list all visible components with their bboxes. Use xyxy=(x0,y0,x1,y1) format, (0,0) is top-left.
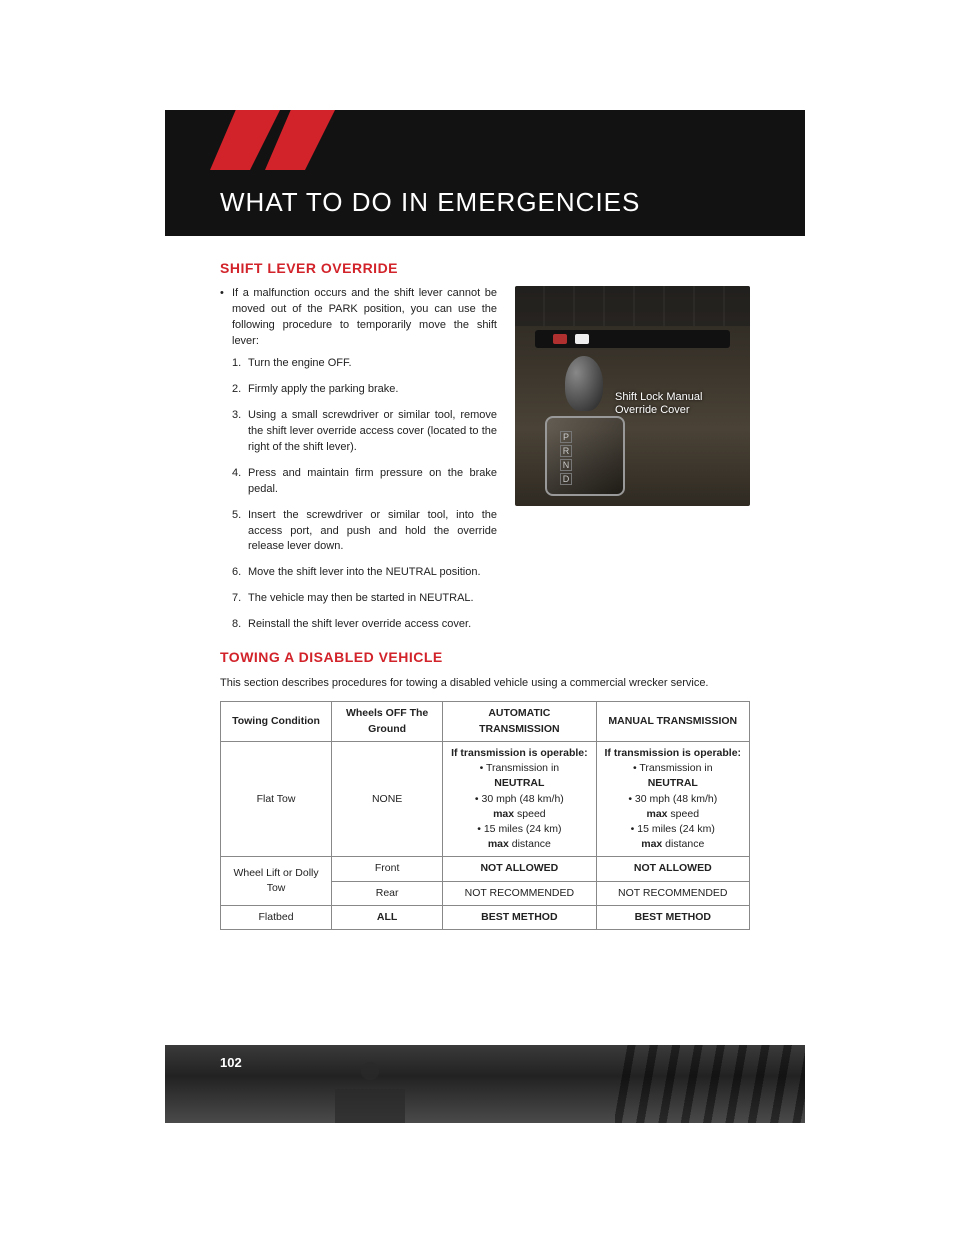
table-row: Flatbed ALL BEST METHOD BEST METHOD xyxy=(221,905,750,929)
op-bold: NEUTRAL xyxy=(648,777,698,789)
gear-letter: P xyxy=(560,431,572,443)
cell-wheels: NONE xyxy=(332,741,443,857)
photo-caption-line: Override Cover xyxy=(615,404,690,416)
photo-vents xyxy=(515,286,750,326)
shift-intro-list: If a malfunction occurs and the shift le… xyxy=(220,286,497,350)
section-heading-shift: SHIFT LEVER OVERRIDE xyxy=(220,258,750,278)
shift-lever-photo: Shift Lock Manual Override Cover P R N D xyxy=(515,286,750,506)
cell-manual: NOT ALLOWED xyxy=(596,857,749,881)
shift-steps-list-cont: Move the shift lever into the NEUTRAL po… xyxy=(220,565,750,633)
photo-caption: Shift Lock Manual Override Cover xyxy=(615,391,702,417)
table-row: Wheel Lift or Dolly Tow Front NOT ALLOWE… xyxy=(221,857,750,881)
op-bold: max xyxy=(641,838,662,850)
gear-letter: N xyxy=(560,459,572,471)
col-header: Wheels OFF The Ground xyxy=(332,702,443,741)
op-line: • 15 miles (24 km) xyxy=(631,823,715,835)
photo-button-strip xyxy=(535,330,730,348)
shift-step: Press and maintain firm pressure on the … xyxy=(220,466,497,498)
towing-intro-text: This section describes procedures for to… xyxy=(220,676,750,692)
page: WHAT TO DO IN EMERGENCIES SHIFT LEVER OV… xyxy=(165,110,805,930)
photo-shift-knob xyxy=(565,356,603,411)
op-line: • 15 miles (24 km) xyxy=(477,823,561,835)
shift-step: The vehicle may then be started in NEUTR… xyxy=(220,591,750,607)
cell-condition: Flat Tow xyxy=(221,741,332,857)
content-area: SHIFT LEVER OVERRIDE If a malfunction oc… xyxy=(165,236,805,930)
footer-pillars xyxy=(615,1045,805,1123)
shift-step: Reinstall the shift lever override acces… xyxy=(220,617,750,633)
shift-steps-list: Turn the engine OFF. Firmly apply the pa… xyxy=(220,356,497,555)
shift-step: Insert the screwdriver or similar tool, … xyxy=(220,508,497,556)
shift-intro-bullet: If a malfunction occurs and the shift le… xyxy=(220,286,497,350)
page-title: WHAT TO DO IN EMERGENCIES xyxy=(220,187,640,218)
col-header: AUTOMATIC TRANSMISSION xyxy=(443,702,596,741)
gear-letter: D xyxy=(560,473,572,485)
op-line: distance xyxy=(662,838,704,850)
col-header: MANUAL TRANSMISSION xyxy=(596,702,749,741)
cell-auto: BEST METHOD xyxy=(443,905,596,929)
cell-condition: Flatbed xyxy=(221,905,332,929)
op-bold: max xyxy=(493,808,514,820)
cell-wheels: Front xyxy=(332,857,443,881)
shift-step: Using a small screwdriver or similar too… xyxy=(220,408,497,456)
cell-manual-flat: If transmission is operable: • Transmiss… xyxy=(596,741,749,857)
page-footer: 102 xyxy=(165,1045,805,1123)
table-header-row: Towing Condition Wheels OFF The Ground A… xyxy=(221,702,750,741)
op-bold: NEUTRAL xyxy=(494,777,544,789)
operable-heading: If transmission is operable: xyxy=(451,747,588,759)
shift-step: Firmly apply the parking brake. xyxy=(220,382,497,398)
gear-letter: R xyxy=(560,445,572,457)
cell-wheels: Rear xyxy=(332,881,443,905)
op-line: • 30 mph (48 km/h) xyxy=(628,793,717,805)
cell-manual: NOT RECOMMENDED xyxy=(596,881,749,905)
cell-auto: NOT RECOMMENDED xyxy=(443,881,596,905)
op-bold: max xyxy=(488,838,509,850)
operable-heading: If transmission is operable: xyxy=(605,747,742,759)
section-heading-towing: TOWING A DISABLED VEHICLE xyxy=(220,647,750,667)
op-line: • Transmission in xyxy=(633,762,713,774)
op-line: speed xyxy=(668,808,700,820)
shift-text-column: If a malfunction occurs and the shift le… xyxy=(220,286,497,565)
cell-condition: Wheel Lift or Dolly Tow xyxy=(221,857,332,905)
footer-silhouette xyxy=(335,1059,405,1123)
cell-manual: BEST METHOD xyxy=(596,905,749,929)
header-banner: WHAT TO DO IN EMERGENCIES xyxy=(165,110,805,236)
shift-two-column: If a malfunction occurs and the shift le… xyxy=(220,286,750,565)
op-line: • Transmission in xyxy=(480,762,560,774)
photo-chrome-surround xyxy=(545,416,625,496)
shift-step: Move the shift lever into the NEUTRAL po… xyxy=(220,565,750,581)
photo-gear-indicator: P R N D xyxy=(560,431,572,487)
cell-auto-flat: If transmission is operable: • Transmiss… xyxy=(443,741,596,857)
op-bold: max xyxy=(647,808,668,820)
cell-auto: NOT ALLOWED xyxy=(443,857,596,881)
cell-wheels: ALL xyxy=(332,905,443,929)
page-number: 102 xyxy=(220,1055,242,1070)
table-row: Flat Tow NONE If transmission is operabl… xyxy=(221,741,750,857)
op-line: speed xyxy=(514,808,546,820)
col-header: Towing Condition xyxy=(221,702,332,741)
op-line: • 30 mph (48 km/h) xyxy=(475,793,564,805)
brand-slashes-icon xyxy=(210,110,370,170)
photo-caption-line: Shift Lock Manual xyxy=(615,391,702,403)
shift-image-column: Shift Lock Manual Override Cover P R N D xyxy=(515,286,750,565)
op-line: distance xyxy=(509,838,551,850)
towing-table: Towing Condition Wheels OFF The Ground A… xyxy=(220,701,750,930)
shift-step: Turn the engine OFF. xyxy=(220,356,497,372)
